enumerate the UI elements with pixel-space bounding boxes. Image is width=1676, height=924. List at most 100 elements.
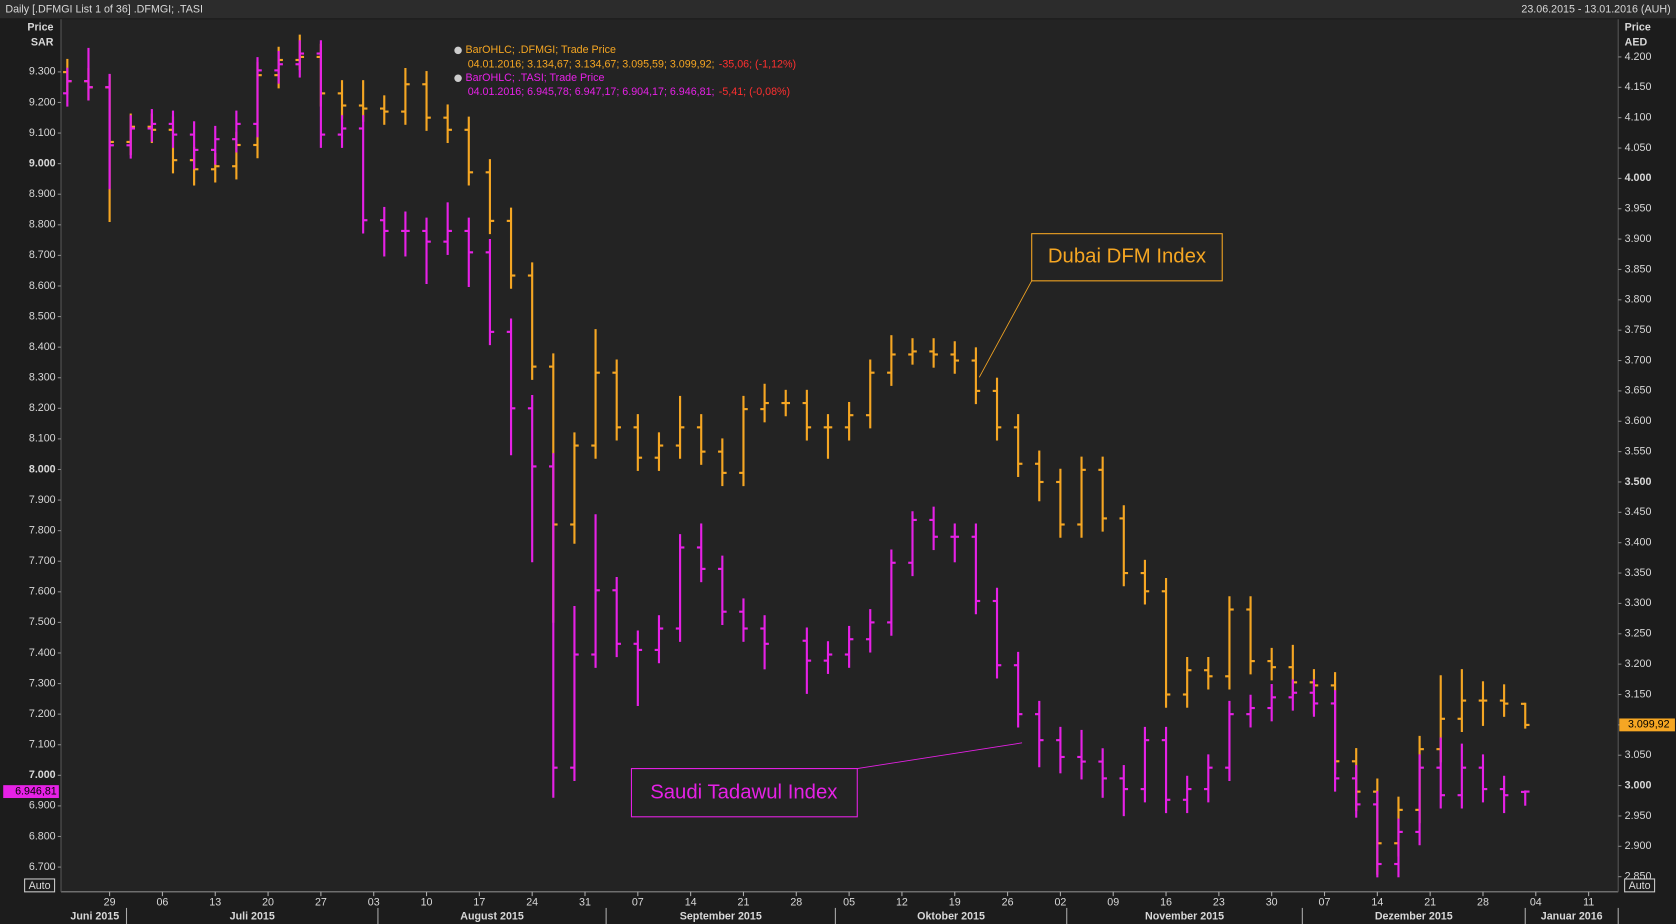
legend-change: -5,41; (-0,08%): [719, 86, 790, 98]
auto-button[interactable]: [1624, 878, 1656, 893]
y-tick-label: 8.400: [29, 341, 56, 353]
x-tick-label: 28: [790, 896, 802, 908]
y-tick-label: 8.000: [29, 463, 56, 475]
x-tick-label: 26: [1002, 896, 1014, 908]
y2-tick-label: 3.000: [1625, 779, 1652, 791]
y2-title: AED: [1625, 37, 1648, 49]
legend-icon: [454, 46, 462, 55]
y2-tick-label: 4.150: [1625, 81, 1652, 93]
x-tick-label: 28: [1477, 896, 1489, 908]
month-label: September 2015: [680, 910, 762, 922]
month-label: Juli 2015: [230, 910, 275, 922]
x-tick-label: 11: [1583, 896, 1594, 908]
y-tick-label: 8.900: [29, 188, 56, 200]
x-tick-label: 21: [738, 896, 750, 908]
x-tick-label: 02: [1054, 896, 1066, 908]
y-tick-label: 8.300: [29, 372, 56, 384]
y-tick-label: 9.100: [29, 127, 56, 139]
y-tick-label: 7.900: [29, 494, 56, 506]
y2-tick-label: 3.750: [1625, 324, 1652, 336]
y2-tick-label: 3.400: [1625, 537, 1652, 549]
month-label: Juni 2015: [70, 910, 119, 922]
y-tick-label: 8.100: [29, 433, 56, 445]
auto-button-label[interactable]: Auto: [29, 880, 51, 892]
y-tick-label: 7.600: [29, 586, 56, 598]
y2-tick-label: 2.900: [1625, 840, 1652, 852]
y2-tick-label: 3.700: [1625, 354, 1652, 366]
y2-tick-label: 3.200: [1625, 658, 1652, 670]
y2-title: Price: [1625, 22, 1651, 34]
legend-detail: 04.01.2016; 3.134,67; 3.134,67; 3.095,59…: [468, 58, 796, 70]
y2-tick-label: 3.850: [1625, 263, 1652, 275]
y2-tick-label: 3.350: [1625, 567, 1652, 579]
y2-tick-label: 3.450: [1625, 506, 1652, 518]
y2-tick-label: 3.950: [1625, 203, 1652, 215]
x-tick-label: 07: [1319, 896, 1331, 908]
last-value-label: 6.946,81: [15, 785, 57, 797]
x-tick-label: 29: [104, 896, 116, 908]
annotation-connector: [978, 280, 1033, 378]
auto-button[interactable]: [24, 878, 56, 893]
x-tick-label: 27: [315, 896, 327, 908]
month-label: Januar 2016: [1541, 910, 1603, 922]
y-tick-label: 7.400: [29, 647, 56, 659]
x-tick-label: 10: [421, 896, 433, 908]
y2-tick-label: 3.050: [1625, 749, 1652, 761]
month-label: November 2015: [1145, 910, 1224, 922]
y-tick-label: 9.200: [29, 96, 56, 108]
y-title: Price: [27, 22, 53, 34]
x-tick-label: 12: [896, 896, 908, 908]
month-label: August 2015: [460, 910, 524, 922]
x-tick-label: 31: [579, 896, 591, 908]
month-label: Dezember 2015: [1375, 910, 1453, 922]
y-tick-label: 8.600: [29, 280, 56, 292]
plot-area: [61, 19, 1619, 892]
y2-tick-label: 3.250: [1625, 628, 1652, 640]
x-tick-label: 05: [843, 896, 855, 908]
y2-tick-label: 3.550: [1625, 445, 1652, 457]
annotation: Dubai DFM Index: [1048, 246, 1206, 268]
x-tick-label: 14: [685, 896, 697, 908]
legend-change: -35,06; (-1,12%): [719, 58, 796, 70]
header-title: Daily [.DFMGI List 1 of 36] .DFMGI; .TAS…: [5, 3, 203, 15]
annotation-box: [630, 768, 858, 818]
x-tick-label: 07: [632, 896, 644, 908]
y2-tick-label: 4.200: [1625, 51, 1652, 63]
legend-detail: 04.01.2016; 6.945,78; 6.947,17; 6.904,17…: [468, 86, 790, 98]
x-tick-label: 30: [1266, 896, 1278, 908]
y2-tick-label: 3.800: [1625, 294, 1652, 306]
y-tick-label: 8.800: [29, 219, 56, 231]
month-label: Oktober 2015: [917, 910, 985, 922]
y2-tick-label: 2.950: [1625, 810, 1652, 822]
y-tick-label: 7.100: [29, 739, 56, 751]
y2-tick-label: 4.100: [1625, 111, 1652, 123]
x-tick-label: 06: [156, 896, 168, 908]
x-tick-label: 04: [1530, 896, 1542, 908]
y-tick-label: 7.000: [29, 769, 56, 781]
y2-tick-label: 3.300: [1625, 597, 1652, 609]
y2-tick-label: 2.850: [1625, 870, 1652, 882]
x-tick-label: 20: [262, 896, 274, 908]
legend-title: BarOHLC; .DFMGI; Trade Price: [466, 44, 616, 56]
y-tick-label: 8.200: [29, 402, 56, 414]
x-tick-label: 13: [209, 896, 221, 908]
y2-tick-label: 4.050: [1625, 142, 1652, 154]
y-tick-label: 9.300: [29, 66, 56, 78]
y-tick-label: 8.700: [29, 249, 56, 261]
x-tick-label: 17: [473, 896, 485, 908]
y-tick-label: 7.700: [29, 555, 56, 567]
last-value-box: [1619, 718, 1675, 732]
y-tick-label: 7.200: [29, 708, 56, 720]
y-tick-label: 6.700: [29, 861, 56, 873]
legend-detail: 04.01.2016; 3.134,67; 3.134,67; 3.095,59…: [468, 58, 715, 70]
x-tick-label: 03: [368, 896, 380, 908]
auto-button-label[interactable]: Auto: [1629, 880, 1651, 892]
header-range: 23.06.2015 - 13.01.2016 (AUH): [1521, 3, 1670, 15]
x-tick-label: 09: [1107, 896, 1119, 908]
y-tick-label: 9.000: [29, 157, 56, 169]
y-title: SAR: [31, 37, 54, 49]
x-tick-label: 19: [949, 896, 961, 908]
legend-detail: 04.01.2016; 6.945,78; 6.947,17; 6.904,17…: [468, 86, 715, 98]
y2-tick-label: 3.500: [1625, 476, 1652, 488]
y-tick-label: 7.800: [29, 524, 56, 536]
